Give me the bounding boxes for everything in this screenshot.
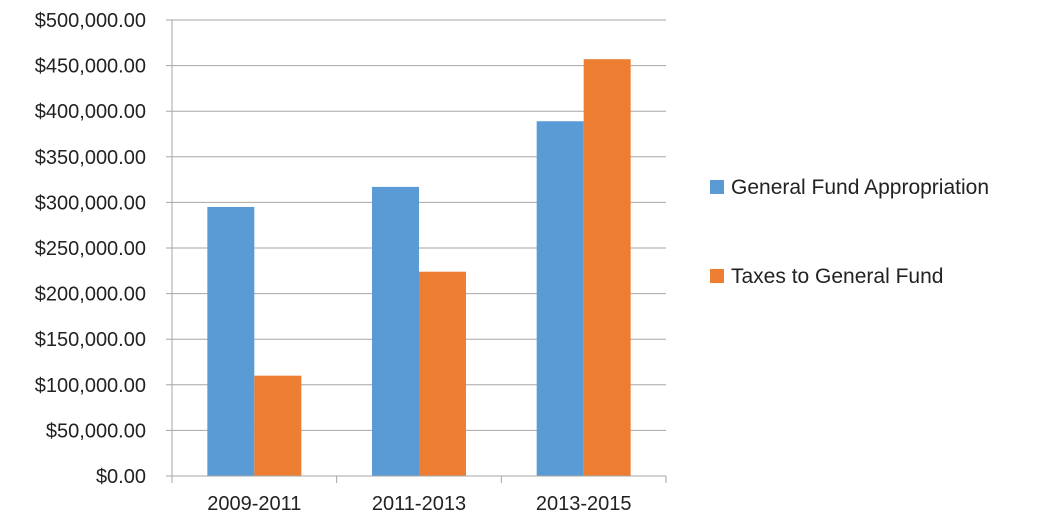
- bar-taxes-to-general-fund-2013-2015: [583, 59, 631, 476]
- legend: General Fund Appropriation Taxes to Gener…: [710, 176, 989, 288]
- y-tick-label: $200,000.00: [35, 284, 146, 306]
- axes: [166, 19, 667, 483]
- bar-taxes-to-general-fund-2011-2013: [419, 271, 466, 476]
- bar-general-fund-appropriation-2009-2011: [207, 206, 255, 476]
- legend-label: Taxes to General Fund: [731, 265, 943, 288]
- y-tick-label: $250,000.00: [35, 238, 146, 260]
- legend-swatch: [710, 180, 724, 194]
- bar-general-fund-appropriation-2013-2015: [536, 121, 584, 477]
- y-tick-label: $400,000.00: [35, 101, 146, 123]
- x-tick-label: 2013-2015: [536, 493, 632, 515]
- legend-item: General Fund Appropriation: [710, 176, 989, 199]
- legend-swatch: [710, 269, 724, 283]
- bars: [207, 59, 631, 477]
- bar-taxes-to-general-fund-2009-2011: [254, 375, 302, 476]
- y-tick-label: $100,000.00: [35, 375, 146, 397]
- x-tick-label: 2011-2013: [372, 493, 466, 515]
- y-tick-label: $500,000.00: [35, 10, 146, 32]
- legend-item: Taxes to General Fund: [710, 265, 943, 288]
- bar-general-fund-appropriation-2011-2013: [372, 186, 419, 476]
- x-tick-label: 2009-2011: [207, 493, 301, 515]
- y-tick-label: $0.00: [96, 466, 146, 488]
- y-tick-label: $150,000.00: [35, 329, 146, 351]
- y-tick-label: $350,000.00: [35, 147, 146, 169]
- y-tick-label: $450,000.00: [35, 56, 146, 78]
- y-tick-label: $50,000.00: [46, 420, 146, 442]
- y-tick-label: $300,000.00: [35, 192, 146, 214]
- y-axis-tick-labels: $0.00 $50,000.00 $100,000.00 $150,000.00 $20…: [35, 10, 146, 488]
- legend-label: General Fund Appropriation: [731, 176, 989, 199]
- x-axis-tick-labels: 2009-2011 2011-2013 2013-2015: [207, 493, 631, 515]
